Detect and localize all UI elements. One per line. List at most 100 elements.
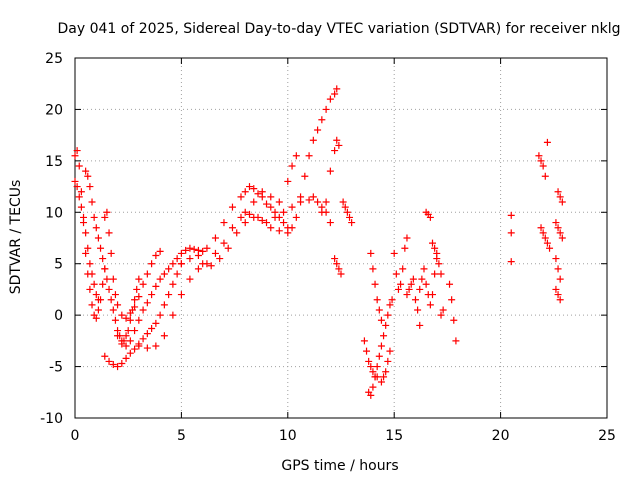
data-point <box>258 188 266 196</box>
data-point <box>337 270 345 278</box>
data-point <box>318 208 326 216</box>
data-point <box>165 265 173 273</box>
data-point <box>263 219 271 227</box>
data-point <box>326 219 334 227</box>
data-point <box>326 167 334 175</box>
data-point <box>122 342 130 350</box>
data-point <box>318 116 326 124</box>
data-point <box>437 270 445 278</box>
series-arc-m <box>331 255 345 278</box>
data-point <box>241 188 249 196</box>
data-point <box>365 357 373 365</box>
data-point <box>131 327 139 335</box>
data-point <box>331 147 339 155</box>
x-tick-label: 20 <box>492 428 510 444</box>
series-arc-p <box>367 249 385 324</box>
data-point <box>84 244 92 252</box>
data-point <box>99 255 107 263</box>
data-point <box>86 285 94 293</box>
data-point <box>241 208 249 216</box>
data-point <box>409 275 417 283</box>
data-point <box>105 229 113 237</box>
data-point <box>401 244 409 252</box>
y-tick-label: -5 <box>49 360 63 376</box>
data-point <box>418 275 426 283</box>
data-point <box>558 234 566 242</box>
series-arc-j <box>241 152 300 216</box>
data-point <box>152 342 160 350</box>
data-point <box>267 203 275 211</box>
data-point <box>107 249 115 257</box>
data-point <box>131 345 139 353</box>
data-point <box>207 262 215 270</box>
data-point <box>426 301 434 309</box>
data-point <box>267 224 275 232</box>
data-point <box>199 260 207 268</box>
data-point <box>384 357 392 365</box>
data-point <box>92 314 100 322</box>
data-point <box>254 190 262 198</box>
data-point <box>433 255 441 263</box>
data-point <box>341 203 349 211</box>
data-point <box>156 311 164 319</box>
series-arc-c <box>82 167 143 345</box>
data-point <box>411 296 419 304</box>
data-point <box>94 306 102 314</box>
data-point <box>380 332 388 340</box>
data-point <box>314 126 322 134</box>
x-axis-label: GPS time / hours <box>281 458 398 474</box>
data-point <box>135 316 143 324</box>
data-point <box>80 213 88 221</box>
data-point <box>537 224 545 232</box>
data-point <box>160 270 168 278</box>
data-point <box>88 301 96 309</box>
data-point <box>386 301 394 309</box>
data-point <box>558 198 566 206</box>
series-arc-r <box>390 234 411 293</box>
data-point <box>407 280 415 288</box>
data-point <box>446 280 454 288</box>
data-point <box>507 229 515 237</box>
data-point <box>377 378 385 386</box>
data-point <box>211 249 219 257</box>
data-point <box>224 244 232 252</box>
data-point <box>211 234 219 242</box>
data-point <box>82 229 90 237</box>
data-point <box>237 193 245 201</box>
data-point <box>245 210 253 218</box>
data-point <box>245 183 253 191</box>
data-point <box>139 280 147 288</box>
data-point <box>331 90 339 98</box>
data-point <box>88 198 96 206</box>
data-point <box>111 316 119 324</box>
data-point <box>275 227 283 235</box>
series-arc-g <box>135 193 334 352</box>
data-point <box>333 260 341 268</box>
data-point <box>394 285 402 293</box>
series-arc-aa <box>537 224 554 252</box>
series-arc-n <box>360 337 381 381</box>
data-point <box>73 147 81 155</box>
data-point <box>348 219 356 227</box>
data-point <box>431 270 439 278</box>
data-point <box>388 296 396 304</box>
data-point <box>367 391 375 399</box>
data-point <box>190 245 198 253</box>
data-point <box>554 291 562 299</box>
series-arc-u <box>422 208 434 221</box>
data-point <box>169 311 177 319</box>
data-point <box>371 280 379 288</box>
series-arc-s <box>403 275 424 329</box>
series-arc-v <box>429 239 445 278</box>
data-point <box>380 373 388 381</box>
data-point <box>280 219 288 227</box>
data-point <box>314 198 322 206</box>
data-point <box>448 296 456 304</box>
data-point <box>322 198 330 206</box>
data-point <box>165 291 173 299</box>
data-point <box>275 198 283 206</box>
data-point <box>556 296 564 304</box>
data-point <box>105 285 113 293</box>
data-point <box>126 349 134 357</box>
data-point <box>382 321 390 329</box>
